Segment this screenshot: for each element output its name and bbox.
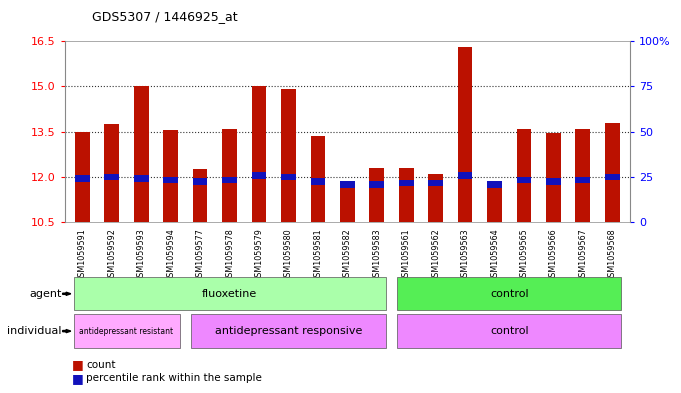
Bar <box>281 174 296 180</box>
Bar <box>252 172 266 179</box>
Bar <box>575 129 590 222</box>
Bar <box>193 169 208 222</box>
Bar <box>134 175 148 182</box>
Bar <box>340 182 355 222</box>
Bar <box>517 176 531 183</box>
Bar <box>104 124 119 222</box>
Bar <box>75 175 90 182</box>
Bar <box>163 176 178 183</box>
Bar <box>222 176 237 183</box>
Text: control: control <box>490 326 528 336</box>
Bar <box>399 180 413 186</box>
Bar <box>428 180 443 186</box>
Bar <box>193 178 208 185</box>
Bar <box>546 133 560 222</box>
Bar <box>546 178 560 185</box>
Text: ■: ■ <box>72 371 83 385</box>
Bar <box>311 136 326 222</box>
Text: individual: individual <box>7 326 61 336</box>
Bar <box>487 182 502 222</box>
Bar <box>104 174 119 180</box>
Text: agent: agent <box>29 289 61 299</box>
Text: ■: ■ <box>72 358 83 371</box>
Bar <box>605 174 620 180</box>
Text: antidepressant responsive: antidepressant responsive <box>215 326 362 336</box>
Bar <box>605 123 620 222</box>
Text: percentile rank within the sample: percentile rank within the sample <box>86 373 262 383</box>
Bar <box>340 181 355 188</box>
Bar <box>517 129 531 222</box>
Bar <box>487 181 502 188</box>
Bar <box>458 47 473 222</box>
Bar <box>458 172 473 179</box>
Text: control: control <box>490 289 528 299</box>
Bar <box>399 168 413 222</box>
Bar <box>311 178 326 185</box>
Text: GDS5307 / 1446925_at: GDS5307 / 1446925_at <box>92 10 238 23</box>
Bar <box>252 86 266 222</box>
Text: count: count <box>86 360 116 370</box>
Bar <box>428 174 443 222</box>
Bar <box>575 176 590 183</box>
Bar <box>369 181 384 188</box>
Text: antidepressant resistant: antidepressant resistant <box>80 327 174 336</box>
Bar <box>222 129 237 222</box>
Text: fluoxetine: fluoxetine <box>202 289 257 299</box>
Bar <box>281 90 296 222</box>
Bar <box>75 132 90 222</box>
Bar <box>163 130 178 222</box>
Bar <box>134 86 148 222</box>
Bar <box>369 168 384 222</box>
